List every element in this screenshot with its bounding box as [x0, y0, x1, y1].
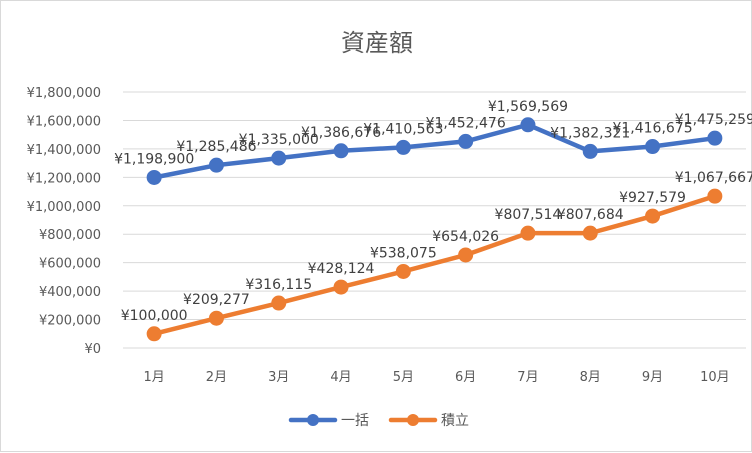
data-label: ¥209,277	[183, 292, 250, 308]
data-point	[271, 295, 287, 311]
y-tick-label: ¥1,200,000	[27, 171, 101, 186]
data-label: ¥1,198,900	[114, 151, 194, 167]
data-label: ¥807,684	[557, 207, 624, 223]
data-point	[645, 139, 661, 155]
x-tick-label: 6月	[455, 370, 476, 385]
legend-label: 積立	[441, 413, 469, 429]
data-point	[333, 279, 349, 295]
data-label: ¥1,067,667	[675, 170, 752, 186]
data-label: ¥1,386,676	[301, 125, 381, 141]
data-label: ¥538,075	[370, 245, 437, 261]
data-point	[208, 310, 224, 326]
x-tick-label: 1月	[144, 370, 165, 385]
data-label: ¥1,285,486	[176, 139, 256, 155]
data-label: ¥428,124	[308, 261, 375, 277]
y-tick-label: ¥800,000	[39, 228, 101, 243]
data-label: ¥100,000	[121, 308, 188, 324]
data-point	[458, 133, 474, 149]
y-tick-label: ¥1,000,000	[27, 200, 101, 215]
data-label: ¥927,579	[619, 190, 686, 206]
y-tick-label: ¥1,600,000	[27, 114, 101, 129]
y-tick-label: ¥1,800,000	[27, 86, 101, 101]
x-tick-label: 10月	[700, 370, 730, 385]
data-point	[645, 208, 661, 224]
legend-marker	[407, 414, 419, 426]
data-point	[707, 188, 723, 204]
y-tick-label: ¥400,000	[39, 285, 101, 300]
data-label: ¥1,475,259	[675, 112, 752, 128]
x-tick-label: 3月	[268, 370, 289, 385]
data-label: ¥1,416,675	[612, 121, 692, 137]
y-tick-label: ¥1,400,000	[27, 143, 101, 158]
data-label: ¥1,452,476	[426, 115, 506, 131]
data-label: ¥1,410,563	[363, 121, 443, 137]
y-tick-label: ¥0	[84, 342, 101, 357]
data-label: ¥807,514	[495, 207, 562, 223]
x-tick-label: 7月	[517, 370, 538, 385]
data-point	[395, 263, 411, 279]
data-point	[520, 225, 536, 241]
x-tick-label: 5月	[393, 370, 414, 385]
x-tick-label: 2月	[206, 370, 227, 385]
data-point	[458, 247, 474, 263]
data-point	[271, 150, 287, 166]
data-point	[582, 143, 598, 159]
data-point	[146, 326, 162, 342]
data-point	[146, 169, 162, 185]
y-tick-label: ¥600,000	[39, 257, 101, 272]
data-point	[582, 225, 598, 241]
series-line	[151, 122, 718, 180]
data-label: ¥1,382,321	[550, 125, 630, 141]
data-labels: ¥1,198,900¥1,285,486¥1,335,000¥1,386,676…	[114, 99, 752, 324]
chart-title: 資産額	[341, 29, 413, 57]
data-point	[208, 157, 224, 173]
x-tick-label: 8月	[580, 370, 601, 385]
data-label: ¥1,569,569	[488, 99, 568, 115]
legend: 一括 積立	[288, 413, 469, 429]
data-point	[395, 139, 411, 155]
y-axis: ¥0 ¥200,000 ¥400,000 ¥600,000 ¥800,000 ¥1,000…	[27, 86, 101, 357]
data-label: ¥654,026	[432, 229, 499, 245]
data-label: ¥1,335,000	[239, 132, 319, 148]
series-line	[151, 193, 718, 337]
x-tick-label: 9月	[642, 370, 663, 385]
data-label: ¥316,115	[245, 277, 312, 293]
x-axis: 1月 2月 3月 4月 5月 6月 7月 8月 9月 10月	[144, 370, 730, 385]
gridlines	[123, 91, 746, 349]
legend-marker	[307, 414, 319, 426]
y-tick-label: ¥200,000	[39, 314, 101, 329]
data-point	[520, 117, 536, 133]
legend-label: 一括	[341, 413, 369, 429]
data-point	[707, 130, 723, 146]
data-point	[333, 143, 349, 159]
x-tick-label: 4月	[330, 370, 351, 385]
series-lines	[146, 117, 723, 342]
